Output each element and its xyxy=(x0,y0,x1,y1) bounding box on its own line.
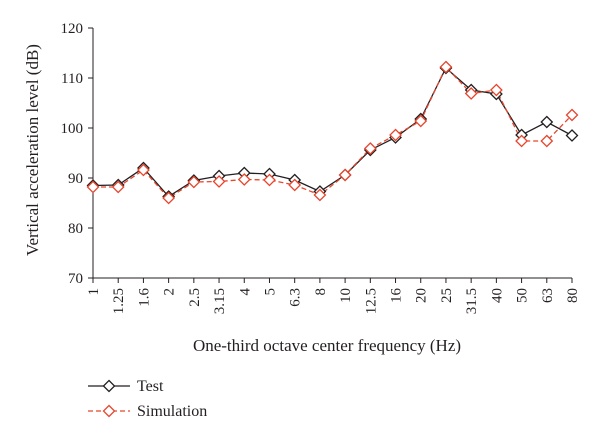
x-tick-label: 1.6 xyxy=(136,288,152,307)
x-tick-label: 8 xyxy=(313,288,329,296)
x-tick-label: 50 xyxy=(515,288,531,303)
data-point-simulation xyxy=(389,128,402,142)
data-point-simulation xyxy=(414,114,428,128)
data-point-simulation xyxy=(464,87,478,100)
x-tick-label: 31.5 xyxy=(464,288,480,314)
y-axis-title: Vertical acceleration level (dB) xyxy=(23,44,42,256)
x-tick-label: 10 xyxy=(338,288,354,303)
x-tick-label: 25 xyxy=(439,288,455,303)
y-tick-label: 120 xyxy=(61,21,84,37)
series-layer xyxy=(86,60,579,205)
data-point-simulation xyxy=(237,173,251,186)
y-tick-label: 100 xyxy=(61,121,84,137)
legend: Test Simulation xyxy=(88,378,207,420)
data-point-simulation xyxy=(162,191,176,205)
x-tick-label: 2 xyxy=(162,288,178,296)
x-tick-label: 1 xyxy=(86,288,102,296)
x-tick-label: 1.25 xyxy=(111,288,127,314)
data-point-simulation xyxy=(288,178,302,192)
data-point-simulation xyxy=(363,142,377,155)
series-line-test xyxy=(92,66,573,198)
series-line-simulation xyxy=(93,65,573,199)
y-tick-label: 110 xyxy=(61,71,83,87)
data-point-simulation xyxy=(489,83,503,97)
y-tick-label: 70 xyxy=(68,271,83,287)
legend-label-simulation: Simulation xyxy=(137,403,207,420)
x-tick-label: 12.5 xyxy=(363,288,379,314)
data-point-simulation xyxy=(439,60,453,74)
data-point-simulation xyxy=(111,180,125,194)
x-tick-label: 4 xyxy=(237,288,253,296)
x-tick-label: 40 xyxy=(489,288,505,303)
y-ticks: 70 80 90 100 110 120 xyxy=(61,21,93,287)
data-point-simulation xyxy=(212,175,226,188)
legend-marker-simulation xyxy=(102,404,116,418)
legend-marker-test xyxy=(102,379,116,393)
data-point-simulation xyxy=(263,173,276,187)
y-tick-label: 80 xyxy=(68,221,83,237)
x-tick-label: 63 xyxy=(540,288,556,303)
data-point-test xyxy=(565,129,579,142)
x-tick-label: 16 xyxy=(389,288,405,304)
data-point-simulation xyxy=(313,188,327,202)
data-point-simulation xyxy=(86,180,100,194)
x-tick-label: 5 xyxy=(262,288,278,296)
data-point-simulation xyxy=(565,108,579,122)
x-axis-title: One-third octave center frequency (Hz) xyxy=(193,336,461,355)
data-point-simulation xyxy=(338,168,352,182)
data-point-simulation xyxy=(187,175,201,189)
x-tick-label: 3.15 xyxy=(212,288,228,314)
y-tick-label: 90 xyxy=(68,171,83,187)
x-ticks: 1 1.25 1.6 2 2.5 3.15 4 5 6.3 8 10 12.5 16 20 25 31.5 40… xyxy=(86,278,581,314)
legend-item-test: Test xyxy=(88,378,164,395)
x-tick-label: 6.3 xyxy=(288,288,304,307)
x-tick-label: 20 xyxy=(414,288,430,303)
x-tick-label: 2.5 xyxy=(187,288,203,307)
data-point-simulation xyxy=(515,134,528,148)
x-tick-label: 80 xyxy=(565,288,581,303)
data-point-test xyxy=(540,115,554,129)
axes xyxy=(92,28,572,279)
legend-label-test: Test xyxy=(137,378,164,395)
data-point-simulation xyxy=(540,134,554,148)
data-point-simulation xyxy=(137,163,150,177)
legend-item-simulation: Simulation xyxy=(88,403,207,420)
